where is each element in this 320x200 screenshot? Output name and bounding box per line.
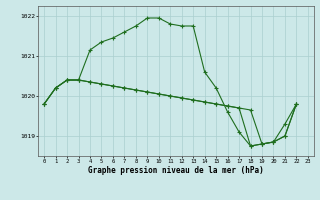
X-axis label: Graphe pression niveau de la mer (hPa): Graphe pression niveau de la mer (hPa) xyxy=(88,166,264,175)
